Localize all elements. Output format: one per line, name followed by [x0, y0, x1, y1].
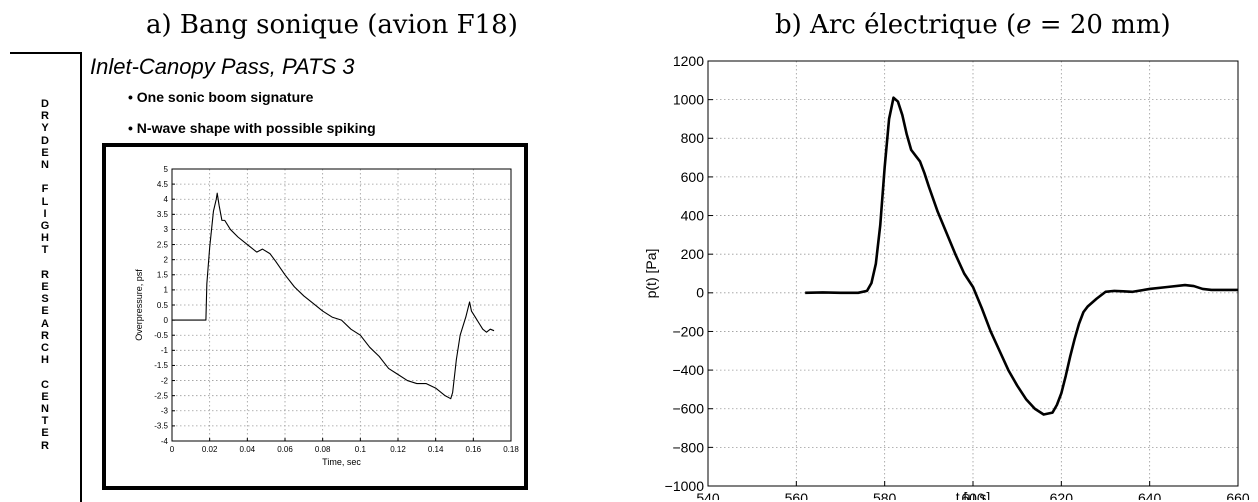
- side-letter: E: [41, 427, 49, 440]
- y-tick-label: -2.5: [154, 391, 168, 400]
- electric-arc-chart: 540 560 580 600 620 640 660 1200 1000 800 600 400 20…: [643, 53, 1250, 500]
- x-tick-label: 0.06: [277, 445, 293, 454]
- x-tick-label: 0.1: [355, 445, 367, 454]
- x-tick-label: 0: [170, 445, 175, 454]
- side-letter: [10, 366, 80, 378]
- side-letter: L: [41, 195, 49, 208]
- side-letter: F: [41, 183, 49, 196]
- side-letter: H: [41, 354, 49, 367]
- y-tick-label: 1000: [673, 92, 704, 108]
- x-tick-label: 640: [1138, 490, 1162, 500]
- y-tick-label: 400: [681, 207, 705, 223]
- side-letter: N: [41, 159, 49, 172]
- y-tick-label: 2: [164, 255, 169, 264]
- y-tick-label: 0: [696, 285, 704, 301]
- y-tick-label: −800: [672, 439, 704, 455]
- side-letter: D: [41, 134, 49, 147]
- y-tick-label: -4: [161, 437, 169, 446]
- x-tick-label: 0.16: [466, 445, 482, 454]
- y-tick-label: -1: [161, 346, 169, 355]
- y-tick-label: −400: [672, 362, 704, 378]
- x-axis-label: t [μ s]: [956, 489, 991, 500]
- y-axis-label: Overpressure, psf: [134, 269, 144, 341]
- side-letter: E: [41, 305, 49, 318]
- side-letter: G: [40, 220, 50, 233]
- side-letter: D: [41, 98, 49, 110]
- x-tick-label: 0.12: [390, 445, 406, 454]
- panel-b-title: b) Arc électrique (e = 20 mm): [775, 10, 1171, 40]
- panel-b-title-suffix: = 20 mm): [1031, 10, 1171, 40]
- side-letter: E: [41, 390, 49, 403]
- x-tick-label: 580: [873, 490, 897, 500]
- panel-b-title-prefix: b) Arc électrique (: [775, 10, 1017, 40]
- slide-heading: Inlet-Canopy Pass, PATS 3: [90, 54, 355, 79]
- side-letter: R: [41, 110, 49, 123]
- side-letter: Y: [41, 122, 49, 135]
- side-letter: E: [41, 146, 49, 159]
- y-axis-label: p(t) [Pa]: [643, 249, 659, 299]
- y-tick-label: -1.5: [154, 361, 168, 370]
- side-letter: T: [41, 415, 49, 428]
- panel-a-title: a) Bang sonique (avion F18): [146, 10, 518, 40]
- data-series-line: [805, 96, 1238, 416]
- y-tick-label: 1200: [673, 53, 704, 69]
- side-letter: A: [41, 317, 49, 330]
- y-tick-label: 3: [164, 225, 169, 234]
- x-tick-label: 560: [785, 490, 809, 500]
- y-tick-label: −200: [672, 323, 704, 339]
- slide-bullet-2: • N-wave shape with possible spiking: [128, 120, 376, 136]
- y-tick-label: 4: [164, 195, 169, 204]
- side-letter: R: [41, 268, 49, 281]
- x-tick-label: 0.04: [240, 445, 256, 454]
- side-letter: H: [41, 232, 49, 245]
- sonic-boom-chart-frame: 0 0.02 0.04 0.06 0.08 0.1 0.12 0.14 0.16 0.18 5 4.5…: [102, 143, 528, 490]
- x-tick-label: 0.18: [503, 445, 519, 454]
- x-tick-label: 540: [696, 490, 720, 500]
- y-tick-label: 4.5: [157, 180, 169, 189]
- side-letter: R: [41, 439, 49, 452]
- x-tick-label: 0.08: [315, 445, 331, 454]
- side-letter: T: [41, 244, 49, 257]
- sonic-boom-chart: 0 0.02 0.04 0.06 0.08 0.1 0.12 0.14 0.16 0.18 5 4.5…: [134, 165, 519, 467]
- side-letter: E: [41, 281, 49, 294]
- side-letter: [10, 171, 80, 183]
- y-tick-label: 5: [164, 165, 169, 174]
- y-tick-label: 1: [164, 286, 169, 295]
- y-tick-label: 0.5: [157, 301, 169, 310]
- side-letter: N: [41, 403, 49, 416]
- x-tick-label: 660: [1226, 490, 1250, 500]
- side-letter: S: [41, 293, 49, 306]
- data-series-line: [172, 192, 495, 400]
- y-tick-label: 2.5: [157, 240, 169, 249]
- x-tick-label: 620: [1050, 490, 1074, 500]
- side-letter: R: [41, 329, 49, 342]
- side-letter: C: [41, 342, 49, 355]
- y-tick-label: 800: [681, 130, 705, 146]
- y-tick-label: -3: [161, 407, 169, 416]
- slide-bullet-1: • One sonic boom signature: [128, 89, 314, 105]
- y-tick-label: 200: [681, 246, 705, 262]
- side-letter: C: [41, 378, 49, 391]
- panel-b-title-variable: e: [1016, 10, 1032, 40]
- x-tick-label: 0.02: [202, 445, 218, 454]
- y-tick-label: −600: [672, 401, 704, 417]
- y-tick-label: -0.5: [154, 331, 168, 340]
- side-letter: [10, 257, 80, 269]
- y-tick-label: 1.5: [157, 271, 169, 280]
- x-tick-label: 0.14: [428, 445, 444, 454]
- x-tick-label: 600: [961, 490, 985, 500]
- y-tick-label: −1000: [665, 478, 705, 494]
- y-tick-label: -3.5: [154, 422, 168, 431]
- y-tick-label: 600: [681, 169, 705, 185]
- x-axis-label: Time, sec: [322, 457, 361, 467]
- y-tick-label: 3.5: [157, 210, 169, 219]
- side-letter: I: [43, 207, 47, 220]
- y-tick-label: 0: [164, 316, 169, 325]
- y-tick-label: -2: [161, 376, 169, 385]
